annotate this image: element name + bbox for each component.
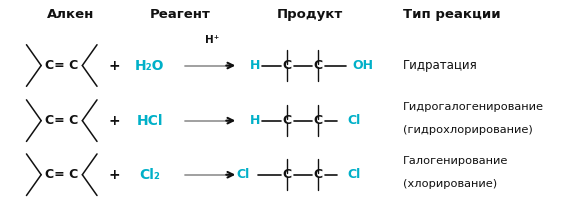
Text: C= C: C= C (45, 59, 78, 72)
Text: C= C: C= C (45, 114, 78, 127)
Text: Алкен: Алкен (47, 8, 95, 21)
Text: C: C (283, 59, 292, 72)
Text: C: C (314, 114, 323, 127)
Text: C: C (314, 59, 323, 72)
Text: C: C (283, 168, 292, 181)
Text: H: H (250, 114, 260, 127)
Text: HCl: HCl (136, 114, 163, 128)
Text: C: C (314, 168, 323, 181)
Text: C: C (283, 114, 292, 127)
Text: C= C: C= C (45, 168, 78, 181)
Text: +: + (109, 114, 121, 128)
Text: Гидрогалогенирование: Гидрогалогенирование (403, 102, 544, 112)
Text: (хлорирование): (хлорирование) (403, 179, 497, 189)
Text: Реагент: Реагент (150, 8, 211, 21)
Text: Гидратация: Гидратация (403, 59, 477, 72)
Text: Cl: Cl (236, 168, 250, 181)
Text: Cl: Cl (347, 114, 360, 127)
Text: Cl: Cl (347, 168, 360, 181)
Text: Галогенирование: Галогенирование (403, 156, 508, 166)
Text: Продукт: Продукт (276, 8, 343, 21)
Text: H₂O: H₂O (135, 58, 165, 73)
Text: +: + (109, 168, 121, 182)
Text: Тип реакции: Тип реакции (403, 8, 500, 21)
Text: H⁺: H⁺ (205, 35, 219, 45)
Text: (гидрохлорирование): (гидрохлорирование) (403, 125, 533, 135)
Text: Cl₂: Cl₂ (139, 168, 161, 182)
Text: OH: OH (352, 59, 373, 72)
Text: H: H (250, 59, 260, 72)
Text: +: + (109, 58, 121, 73)
